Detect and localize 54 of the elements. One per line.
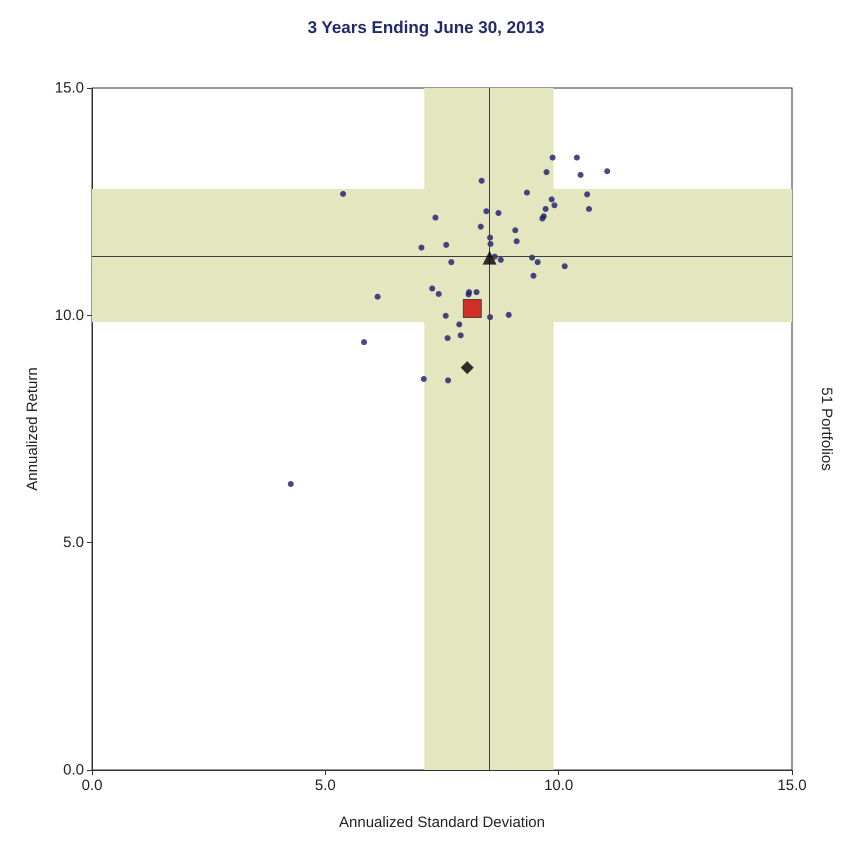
x-tick-label: 15.0 — [777, 777, 807, 794]
point — [498, 256, 504, 263]
y-tick-label: 5.0 — [63, 534, 84, 552]
point — [288, 481, 294, 488]
point — [530, 272, 536, 279]
point — [548, 196, 555, 202]
point — [445, 377, 452, 384]
point — [443, 242, 450, 248]
y-tick-label: 10.0 — [54, 306, 84, 324]
point — [478, 178, 485, 184]
x-tick-label: 0.0 — [82, 777, 102, 794]
point — [361, 339, 368, 346]
point — [432, 214, 438, 221]
point — [542, 206, 549, 212]
point — [374, 294, 381, 300]
x-tick-label: 5.0 — [314, 777, 336, 794]
chart-title: 3 Years Ending June 30, 2013 — [308, 18, 544, 37]
point — [574, 154, 580, 161]
point — [562, 263, 568, 270]
point — [482, 250, 497, 265]
point — [442, 312, 449, 319]
point — [514, 238, 520, 244]
x-tick-label: 10.0 — [544, 777, 574, 794]
point — [586, 206, 592, 212]
text: 51 Portfolios — [818, 387, 835, 471]
point — [420, 376, 427, 382]
y-tick-label: 15.0 — [54, 80, 84, 96]
point — [448, 259, 454, 266]
point — [478, 224, 484, 230]
point — [550, 154, 556, 161]
point — [418, 244, 424, 251]
point — [436, 290, 442, 297]
point — [483, 208, 490, 214]
point — [506, 312, 512, 318]
x-axis-title: Annualized Standard Deviation — [339, 814, 545, 831]
point — [534, 259, 541, 266]
y-tick-label: 0.0 — [63, 762, 84, 778]
point — [578, 172, 584, 178]
point — [495, 210, 502, 216]
point — [512, 227, 518, 234]
point — [460, 361, 474, 374]
point — [551, 202, 558, 208]
point — [429, 286, 436, 292]
point — [456, 321, 462, 328]
point — [544, 169, 550, 176]
y-axis-title: Annualized Return — [24, 367, 41, 491]
point — [524, 190, 530, 196]
point — [458, 332, 464, 338]
point — [604, 168, 610, 174]
point — [584, 191, 590, 198]
point — [462, 299, 482, 318]
point — [444, 335, 451, 342]
point — [340, 190, 346, 197]
point — [474, 289, 480, 296]
